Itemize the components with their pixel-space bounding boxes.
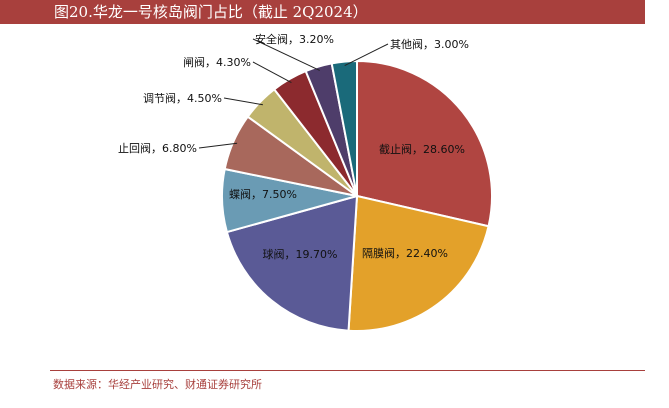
pie-slice	[356, 59, 493, 228]
chart-title: 图20.华龙一号核岛阀门占比（截止 2Q2024）	[54, 3, 368, 21]
leader-line	[223, 97, 263, 106]
slice-label: 隔膜阀，22.40%	[362, 246, 448, 260]
footer-divider	[50, 370, 645, 371]
slice-label: 球阀，19.70%	[263, 247, 338, 261]
leader-line	[252, 38, 320, 71]
slice-label: 蝶阀，7.50%	[229, 187, 297, 201]
slice-label: 截止阀，28.60%	[379, 142, 465, 156]
leader-line	[252, 61, 292, 84]
leader-line	[198, 142, 238, 149]
slice-label: 止回阀，6.80%	[118, 141, 197, 155]
pie-slice	[330, 59, 358, 197]
title-bar	[0, 0, 645, 24]
leader-line	[344, 43, 389, 67]
source-note: 数据来源：华经产业研究、财通证券研究所	[53, 378, 262, 391]
pie-slice	[347, 194, 490, 332]
slice-label: 闸阀，4.30%	[183, 55, 251, 69]
slice-label: 安全阀，3.20%	[255, 32, 334, 46]
slice-label: 其他阀，3.00%	[390, 37, 469, 51]
pie-slice	[225, 194, 359, 332]
slice-label: 调节阀，4.50%	[143, 91, 222, 105]
